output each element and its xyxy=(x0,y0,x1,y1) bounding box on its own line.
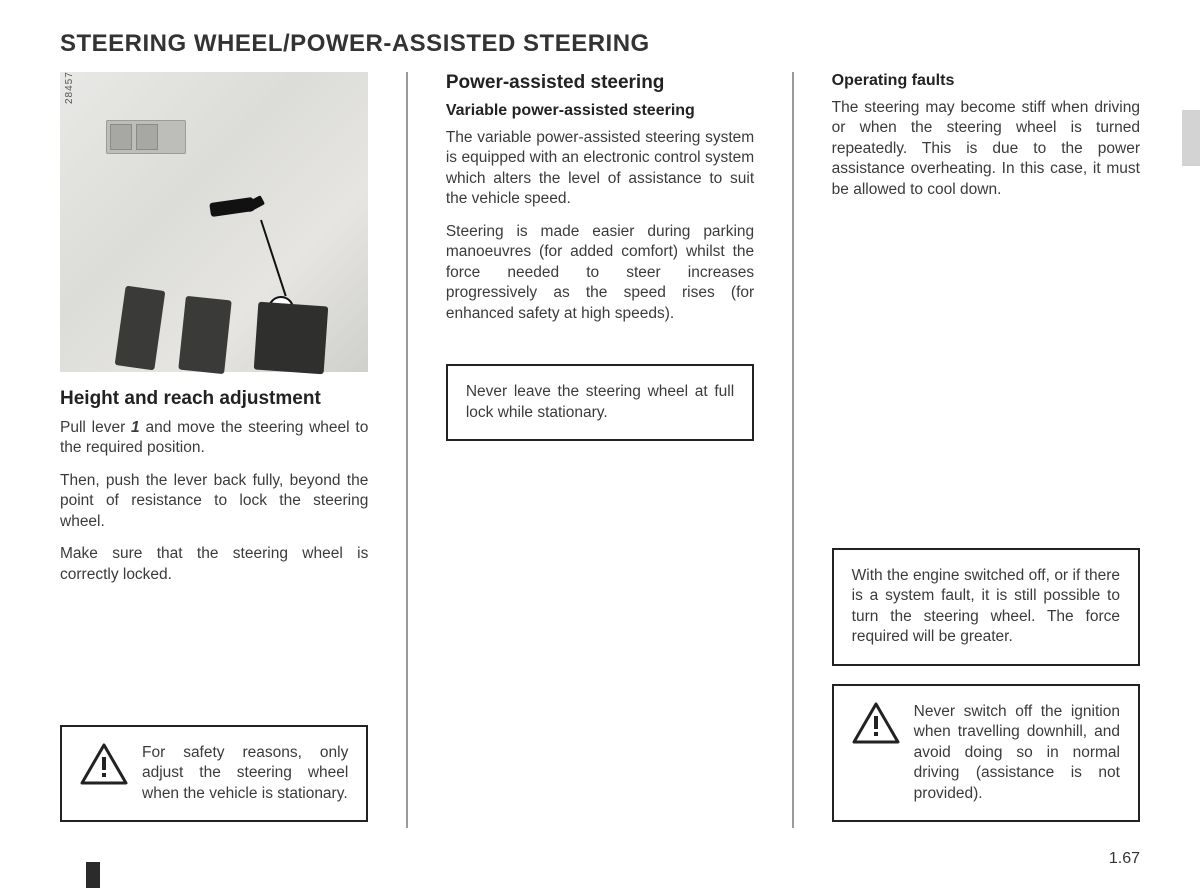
col3-paragraph-1: The steering may become stiff when drivi… xyxy=(832,98,1140,200)
page-number: 1.67 xyxy=(1109,850,1140,868)
col2-paragraph-1: The variable power-assisted steering sys… xyxy=(446,128,754,210)
pedal-graphic xyxy=(178,296,231,374)
power-steering-heading: Power-assisted steering xyxy=(446,72,754,94)
column-2: Power-assisted steering Variable power-a… xyxy=(446,72,754,828)
dashboard-switches-graphic xyxy=(106,120,186,154)
page-title: STEERING WHEEL/POWER-ASSISTED STEERING xyxy=(60,30,650,58)
text: Pull lever xyxy=(60,419,131,436)
lever-reference: 1 xyxy=(131,419,140,436)
ignition-warning-box: Never switch off the ignition when trave… xyxy=(832,684,1140,822)
safety-warning-text: For safety reasons, only adjust the stee… xyxy=(142,743,348,804)
column-3: Operating faults The steering may become… xyxy=(832,72,1140,828)
footer-register-mark xyxy=(86,862,100,888)
col1-paragraph-3: Make sure that the steering wheel is cor… xyxy=(60,544,368,585)
column-divider xyxy=(406,72,408,828)
ignition-warning-text: Never switch off the ignition when trave… xyxy=(914,702,1120,804)
image-id-label: 28457 xyxy=(64,71,75,104)
engine-off-note-text: With the engine switched off, or if ther… xyxy=(852,566,1120,648)
operating-faults-heading: Operating faults xyxy=(832,72,1140,90)
full-lock-note-box: Never leave the steering wheel at full l… xyxy=(446,364,754,441)
col1-paragraph-1: Pull lever 1 and move the steering wheel… xyxy=(60,418,368,459)
column-1: 28457 1 Height and reach adjustment Pull… xyxy=(60,72,368,828)
engine-off-note-box: With the engine switched off, or if ther… xyxy=(832,548,1140,666)
adjust-lever-graphic xyxy=(209,197,255,217)
safety-warning-box: For safety reasons, only adjust the stee… xyxy=(60,725,368,822)
pedal-graphic xyxy=(115,286,166,371)
col2-paragraph-2: Steering is made easier during parking m… xyxy=(446,222,754,324)
column-divider xyxy=(792,72,794,828)
warning-icon xyxy=(80,743,128,785)
callout-leader-line xyxy=(260,220,287,297)
full-lock-note-text: Never leave the steering wheel at full l… xyxy=(466,382,734,423)
pedal-graphic xyxy=(254,302,329,375)
variable-steering-subheading: Variable power-assisted steering xyxy=(446,102,754,120)
steering-lever-illustration: 28457 1 xyxy=(60,72,368,372)
warning-icon xyxy=(852,702,900,744)
height-reach-heading: Height and reach adjustment xyxy=(60,388,368,410)
thumb-tab xyxy=(1182,110,1200,166)
col1-paragraph-2: Then, push the lever back fully, beyond … xyxy=(60,471,368,532)
content-columns: 28457 1 Height and reach adjustment Pull… xyxy=(60,72,1140,828)
